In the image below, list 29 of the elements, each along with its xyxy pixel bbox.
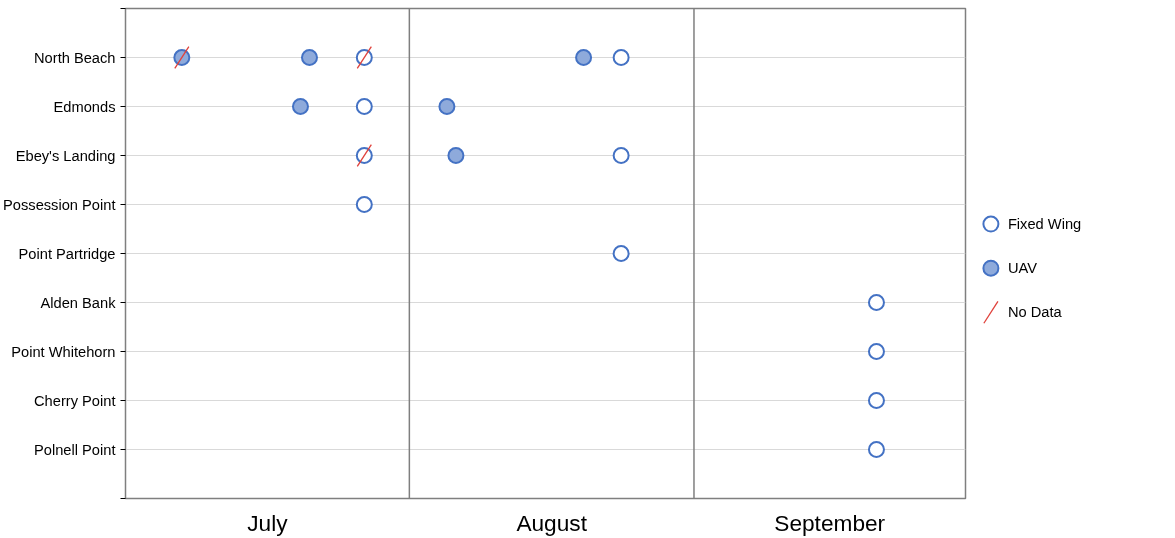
point [612,49,630,66]
point [447,147,465,164]
text: August [516,509,588,536]
y-tick-label: Edmonds [53,98,116,115]
point [355,98,373,115]
y-tick-label: Alden Bank [40,294,117,311]
legend-label: UAV [1007,260,1038,277]
point [355,196,373,213]
y-tick-label: Point Partridge [18,245,116,262]
point [867,441,885,458]
point [612,147,630,164]
y-tick-label: Point Whitehorn [11,343,116,360]
y-tick-label: Possession Point [3,196,116,213]
legend-label: No Data [1007,304,1063,321]
point [867,392,885,409]
y-tick-label: Polnell Point [34,441,116,458]
point [867,343,885,360]
text: July [247,509,289,536]
point [438,98,456,115]
y-tick-label: Cherry Point [34,392,116,409]
point [612,245,630,262]
y-tick-label: North Beach [34,49,116,66]
point [575,49,593,66]
point [291,98,309,115]
point [867,294,885,311]
text: September [774,509,886,536]
y-tick-label: Ebey's Landing [15,147,116,164]
legend-label: Fixed Wing [1007,216,1082,233]
point [300,49,318,66]
